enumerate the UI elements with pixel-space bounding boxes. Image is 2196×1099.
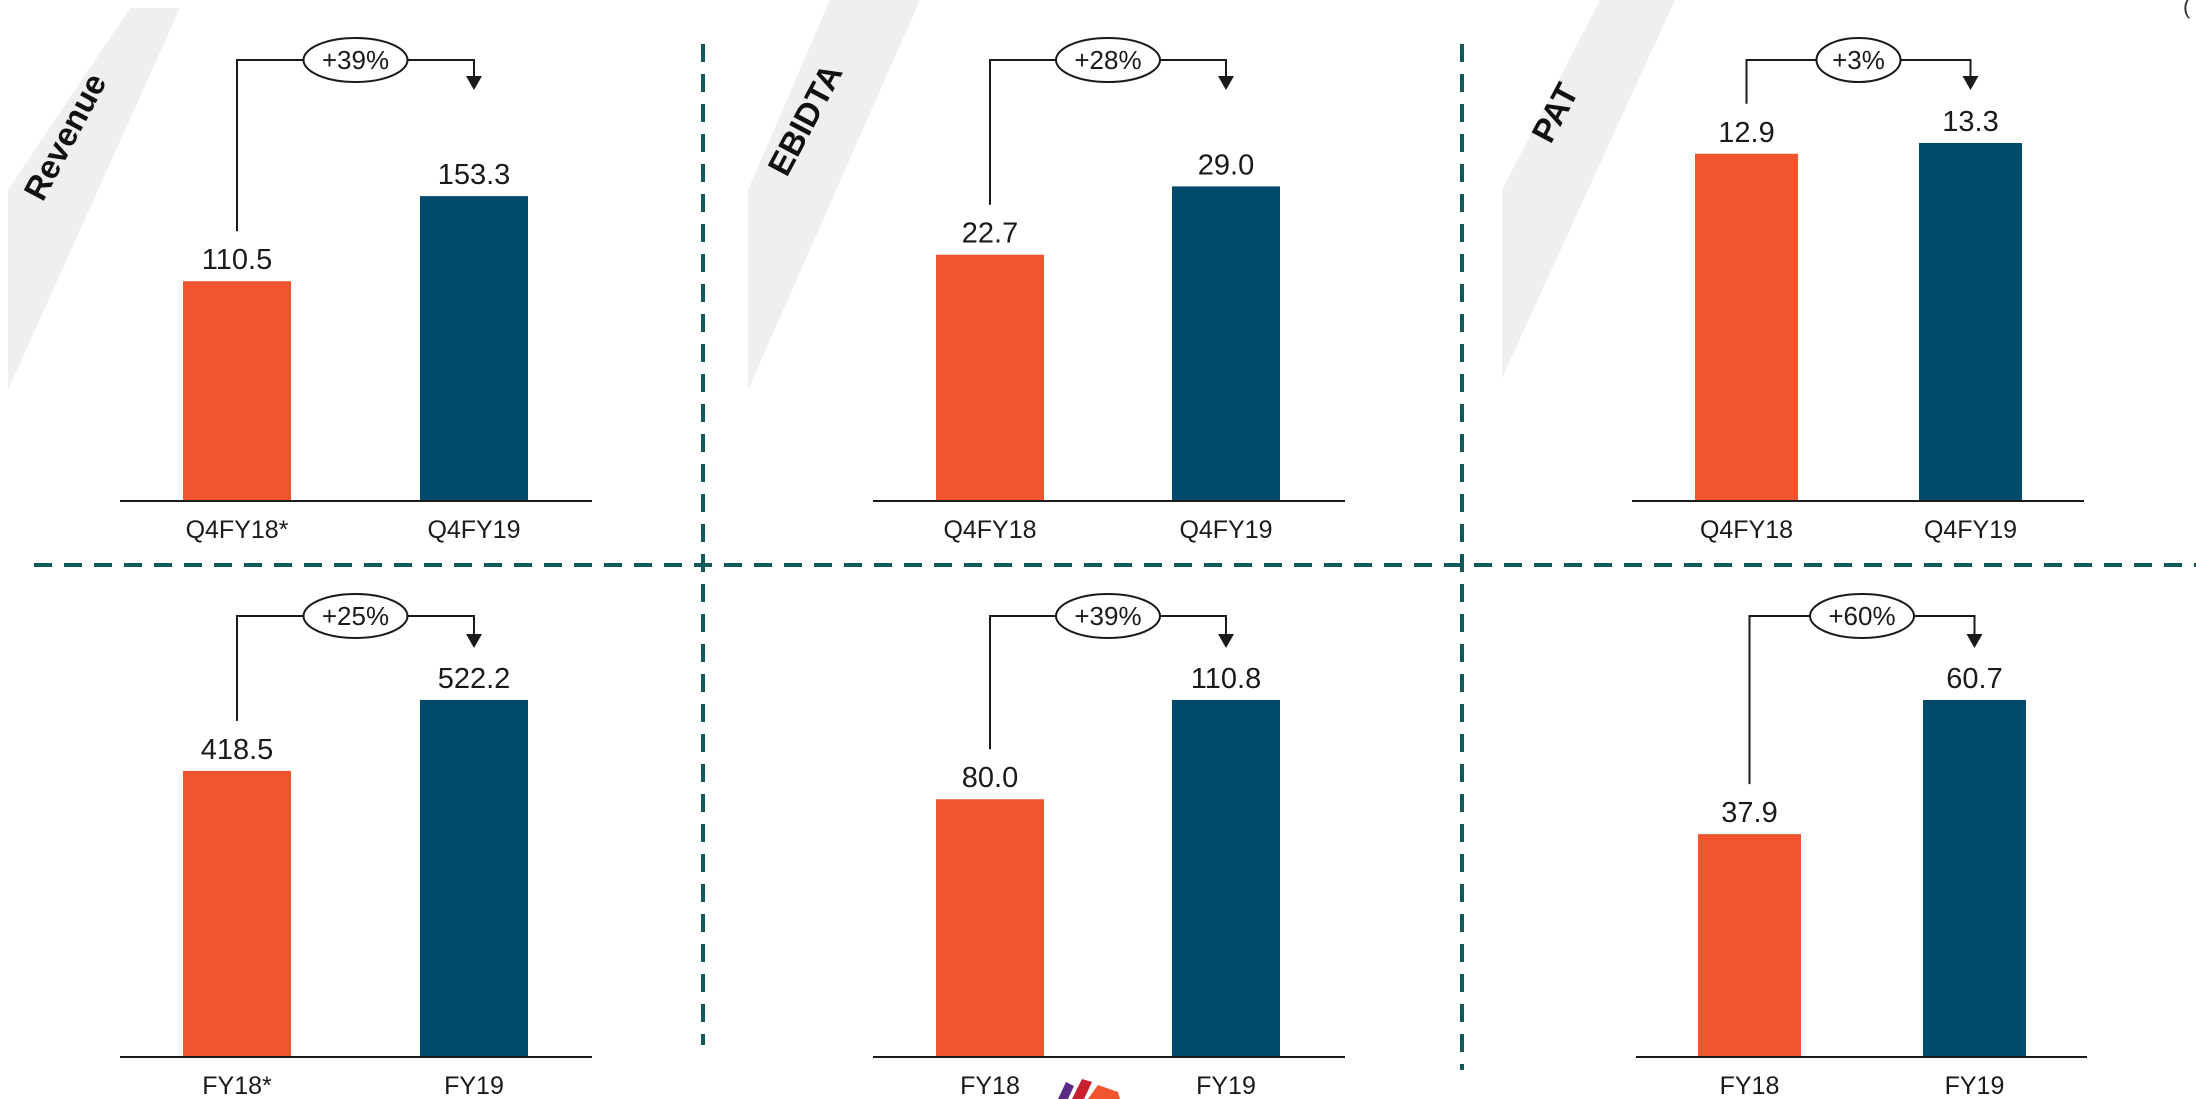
arrow-head [466,634,482,648]
metric-banner [8,8,180,390]
logo-stripe [1058,1082,1074,1099]
tick-label: Q4FY19 [1924,516,2017,544]
bar [1698,834,1801,1057]
data-label: 153.3 [438,159,511,191]
growth-badge [1055,593,1161,639]
panel-dividers [34,44,2196,1070]
data-label: 13.3 [1942,106,1998,138]
arrow-head [466,76,482,90]
bar [936,254,1044,501]
tick-label: FY19 [1945,1072,2005,1099]
arrow-head [1962,76,1979,90]
bar-chart-pat-quarter: 12.9 Q4FY18 13.3 Q4FY19 +3% [1632,37,2084,544]
tick-label: FY18 [1720,1072,1780,1099]
bar [1923,700,2026,1057]
growth-percent: +39% [322,45,389,75]
growth-badge [302,37,409,83]
tick-label: FY19 [1196,1072,1256,1099]
arrow-head [1218,76,1234,90]
bar [183,281,291,501]
data-label: 110.5 [202,244,272,276]
growth-badge [302,593,409,639]
growth-percent: +60% [1828,601,1895,631]
tick-label: Q4FY19 [1179,516,1272,544]
growth-percent: +25% [322,601,389,631]
data-label: 522.2 [438,663,511,695]
data-label: 60.7 [1946,663,2002,695]
tick-label: Q4FY18 [1700,516,1793,544]
bar [1172,186,1280,502]
logo-stripe [1072,1079,1092,1099]
bar [183,770,291,1057]
tick-label: FY19 [444,1072,504,1099]
bar-chart-ebidta-quarter: 22.7 Q4FY18 29.0 Q4FY19 +28% [873,37,1345,544]
corner-text: ( [2183,0,2191,19]
bar-chart-revenue-year: 418.5 FY18* 522.2 FY19 +25% [120,593,592,1099]
tick-label: FY18 [960,1072,1020,1099]
data-label: 37.9 [1721,797,1777,829]
growth-badge [1055,37,1161,83]
arrow-head [1966,634,1983,648]
data-label: 22.7 [962,218,1018,250]
data-label: 418.5 [201,734,274,766]
tick-label: Q4FY18* [186,516,289,544]
tick-label: Q4FY18 [943,516,1036,544]
bar-chart-revenue-quarter: 110.5 Q4FY18* 153.3 Q4FY19 +39% [120,37,592,544]
logo-stripe [1088,1085,1120,1099]
data-label: 80.0 [962,762,1018,794]
chart-grid: 110.5 Q4FY18* 153.3 Q4FY19 +39% 22.7 Q4FY18 29.… [120,37,2087,1099]
bar [1172,700,1280,1057]
bar-chart-ebidta-year: 80.0 FY18 110.8 FY19 +39% [873,593,1345,1099]
bar-chart-pat-year: 37.9 FY18 60.7 FY19 +60% [1636,593,2087,1099]
data-label: 12.9 [1718,117,1774,149]
tick-label: FY18* [202,1072,272,1099]
arrow-head [1218,634,1234,648]
bar [420,700,528,1057]
growth-percent: +3% [1832,45,1885,75]
company-logo [1058,1079,1120,1099]
data-label: 110.8 [1191,663,1261,695]
growth-percent: +39% [1074,601,1141,631]
bar [936,799,1044,1057]
growth-percent: +28% [1074,45,1141,75]
data-label: 29.0 [1198,149,1254,181]
metric-banner [1502,0,1675,378]
metric-banners: Revenue EBIDTA PAT [8,0,1675,390]
bar [1919,143,2022,501]
growth-badge [1809,593,1915,639]
bar [1695,153,1798,502]
growth-badge [1815,37,1902,83]
bar [420,196,528,501]
metric-banner [748,0,920,390]
tick-label: Q4FY19 [427,516,520,544]
